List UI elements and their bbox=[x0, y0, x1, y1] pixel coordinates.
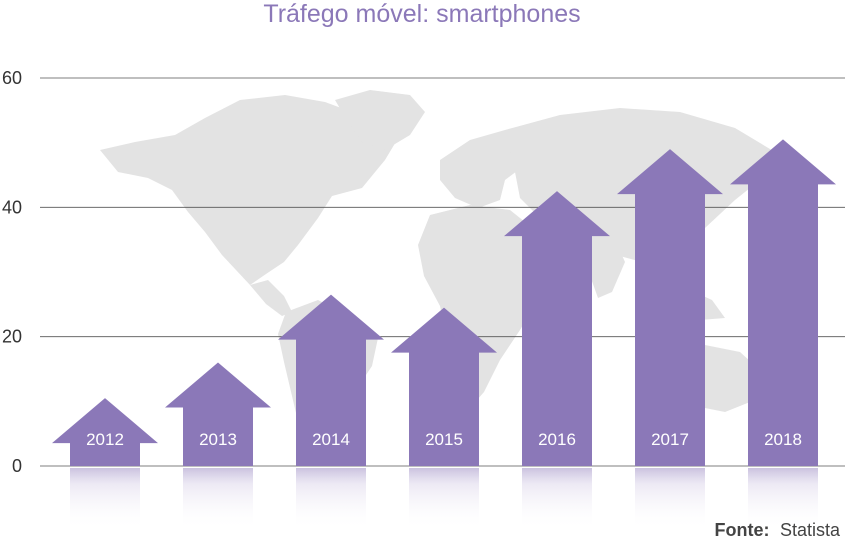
source-note: Fonte: Statista bbox=[715, 520, 841, 540]
arrow-reflection-2013 bbox=[183, 468, 253, 530]
arrow-bar-2015 bbox=[391, 307, 497, 466]
arrow-reflection-2012 bbox=[70, 468, 140, 530]
arrow-bar-2018 bbox=[730, 139, 836, 466]
category-label-2012: 2012 bbox=[86, 430, 124, 449]
y-tick-label: 20 bbox=[2, 327, 22, 347]
map-central-america bbox=[250, 280, 292, 316]
category-label-2015: 2015 bbox=[425, 430, 463, 449]
category-label-2018: 2018 bbox=[764, 430, 802, 449]
arrow-bar-2013 bbox=[165, 362, 271, 466]
category-label-2014: 2014 bbox=[312, 430, 350, 449]
source-name: Statista bbox=[780, 520, 841, 540]
category-labels: 2012 2013 2014 2015 2016 2017 2018 bbox=[86, 430, 802, 449]
y-tick-label: 60 bbox=[2, 68, 22, 88]
map-africa bbox=[418, 205, 545, 408]
source-prefix: Fonte: bbox=[715, 520, 770, 540]
arrow-reflection-2017 bbox=[635, 468, 705, 530]
chart-title: Tráfego móvel: smartphones bbox=[263, 0, 580, 28]
arrow-bars bbox=[52, 139, 836, 466]
arrow-bar-2016 bbox=[504, 191, 610, 466]
map-europe bbox=[440, 130, 530, 208]
arrow-bar-2012 bbox=[52, 398, 158, 466]
y-tick-label: 40 bbox=[2, 197, 22, 217]
category-label-2013: 2013 bbox=[199, 430, 237, 449]
map-north-america bbox=[100, 95, 400, 285]
map-india bbox=[585, 235, 625, 298]
arrow-reflection-2018 bbox=[748, 468, 818, 530]
map-greenland bbox=[335, 90, 425, 150]
arrow-reflection-2015 bbox=[409, 468, 479, 530]
y-tick-label: 0 bbox=[12, 456, 22, 476]
arrow-bar-2017 bbox=[617, 149, 723, 466]
arrow-reflections bbox=[70, 468, 818, 530]
category-label-2016: 2016 bbox=[538, 430, 576, 449]
arrow-reflection-2014 bbox=[296, 468, 366, 530]
y-axis-ticks: 0 20 40 60 bbox=[2, 68, 22, 476]
arrow-reflection-2016 bbox=[522, 468, 592, 530]
category-label-2017: 2017 bbox=[651, 430, 689, 449]
arrow-bar-2014 bbox=[278, 294, 384, 466]
